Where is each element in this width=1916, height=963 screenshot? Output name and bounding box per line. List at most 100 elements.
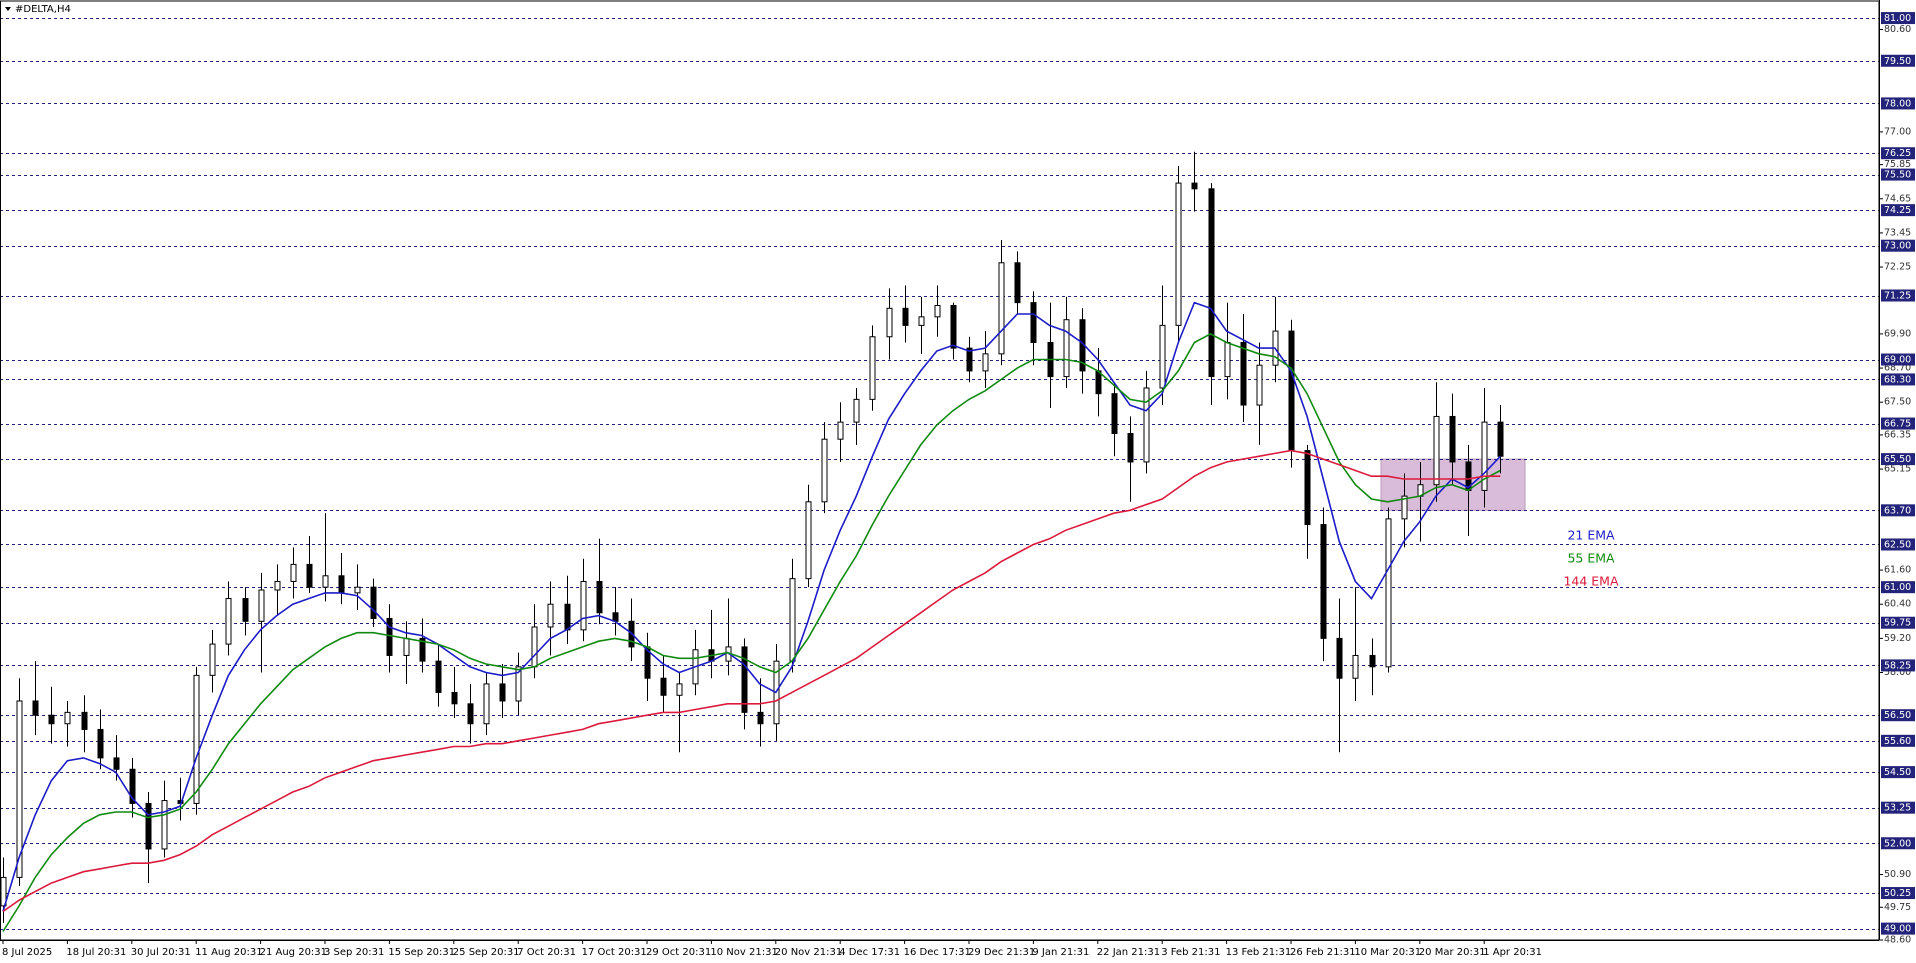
level-label: 74.25 xyxy=(1884,205,1911,216)
candle-body xyxy=(580,580,587,631)
level-label-bg xyxy=(1881,538,1915,551)
title-arrow xyxy=(5,7,11,11)
y-tick-label: 72.25 xyxy=(1884,262,1911,273)
candle-body xyxy=(16,700,23,878)
level-label-bg xyxy=(1881,504,1915,517)
candle-body xyxy=(161,800,168,850)
candle-body xyxy=(531,626,538,668)
y-tick-label: 73.45 xyxy=(1884,227,1911,238)
candle-body xyxy=(64,711,71,725)
level-label: 76.25 xyxy=(1884,148,1911,159)
candle-body xyxy=(982,353,989,372)
candle-body xyxy=(998,262,1005,355)
y-tick-label: 74.65 xyxy=(1884,193,1911,204)
candle-body xyxy=(869,336,876,400)
candle-body xyxy=(306,563,313,588)
level-label: 53.25 xyxy=(1884,803,1911,814)
level-label: 69.00 xyxy=(1884,355,1911,366)
candle-body xyxy=(258,589,265,622)
candle-body xyxy=(1369,654,1376,668)
x-tick-label: 29 Oct 20:31 xyxy=(646,947,711,958)
candle-body xyxy=(322,575,329,588)
level-label-bg xyxy=(1881,922,1915,935)
candle-body xyxy=(499,683,506,702)
candle-body xyxy=(354,586,361,594)
candle-body xyxy=(596,580,603,614)
candle-body xyxy=(1256,364,1263,406)
candle-body xyxy=(1095,370,1102,395)
candle-body xyxy=(612,612,619,622)
y-tick-label: 75.85 xyxy=(1884,159,1911,170)
candle-body xyxy=(1433,415,1440,486)
candle-body xyxy=(660,677,667,696)
level-label-bg xyxy=(1881,147,1915,160)
candle-body xyxy=(1159,324,1166,389)
candle-body xyxy=(886,307,893,338)
ema-line xyxy=(2,449,1501,913)
x-tick-label: 21 Aug 20:31 xyxy=(260,947,327,958)
candle-body xyxy=(1449,415,1456,463)
level-label-bg xyxy=(1881,801,1915,814)
candle-body xyxy=(81,711,88,730)
y-tick-label: 49.75 xyxy=(1884,902,1911,913)
level-label-bg xyxy=(1881,97,1915,110)
level-label-bg xyxy=(1881,659,1915,672)
candle-body xyxy=(853,398,860,423)
candle-body xyxy=(451,691,458,705)
candle-body xyxy=(934,304,941,318)
legend-label: 55 EMA xyxy=(1567,551,1615,566)
level-label-bg xyxy=(1881,709,1915,722)
y-tick-label: 68.70 xyxy=(1884,363,1911,374)
level-label: 79.50 xyxy=(1884,56,1911,67)
y-tick-label: 69.90 xyxy=(1884,328,1911,339)
ema-line xyxy=(2,301,1501,912)
candle-body xyxy=(483,683,490,725)
candle-body xyxy=(370,586,377,619)
x-tick-label: 3 Feb 21:31 xyxy=(1161,947,1220,958)
level-label: 55.60 xyxy=(1884,736,1911,747)
x-tick-label: 25 Sep 20:31 xyxy=(453,947,520,958)
candle-body xyxy=(97,728,104,759)
candle-body xyxy=(966,347,973,372)
level-label: 62.50 xyxy=(1884,539,1911,550)
level-label: 59.75 xyxy=(1884,618,1911,629)
candle-body xyxy=(515,666,522,702)
level-label-bg xyxy=(1881,239,1915,252)
candle-body xyxy=(1111,393,1118,435)
y-tick-label: 59.20 xyxy=(1884,633,1911,644)
candle-body xyxy=(950,304,957,349)
y-tick-label: 60.40 xyxy=(1884,599,1911,610)
level-label-bg xyxy=(1881,353,1915,366)
x-tick-label: 29 Dec 21:31 xyxy=(968,947,1035,958)
candle-body xyxy=(145,802,152,850)
level-label: 63.70 xyxy=(1884,505,1911,516)
candle-body xyxy=(1288,330,1295,452)
candle-body xyxy=(435,660,442,693)
chart-title: #DELTA,H4 xyxy=(15,4,71,15)
candle-body xyxy=(338,575,345,594)
x-tick-label: 13 Feb 21:31 xyxy=(1226,947,1292,958)
candle-body xyxy=(1224,341,1231,378)
x-tick-label: 26 Feb 21:31 xyxy=(1290,947,1356,958)
candle-body xyxy=(1030,302,1037,343)
level-label-bg xyxy=(1881,289,1915,302)
candle-body xyxy=(1352,654,1359,679)
candle-body xyxy=(1175,182,1182,326)
candle-body xyxy=(564,603,571,631)
candle-body xyxy=(837,421,844,440)
x-tick-label: 16 Dec 17:31 xyxy=(904,947,971,958)
level-label: 61.00 xyxy=(1884,582,1911,593)
level-label-bg xyxy=(1881,54,1915,67)
level-label-bg xyxy=(1881,766,1915,779)
candle-body xyxy=(129,768,136,804)
y-tick-label: 48.60 xyxy=(1884,935,1911,946)
x-tick-label: 9 Jan 21:31 xyxy=(1032,947,1089,958)
candle-body xyxy=(0,876,7,907)
level-label-bg xyxy=(1881,581,1915,594)
level-label: 75.50 xyxy=(1884,170,1911,181)
x-tick-label: 17 Oct 20:31 xyxy=(582,947,647,958)
candle-body xyxy=(1240,341,1247,406)
x-tick-label: 4 Dec 17:31 xyxy=(839,947,900,958)
level-label-bg xyxy=(1881,417,1915,430)
